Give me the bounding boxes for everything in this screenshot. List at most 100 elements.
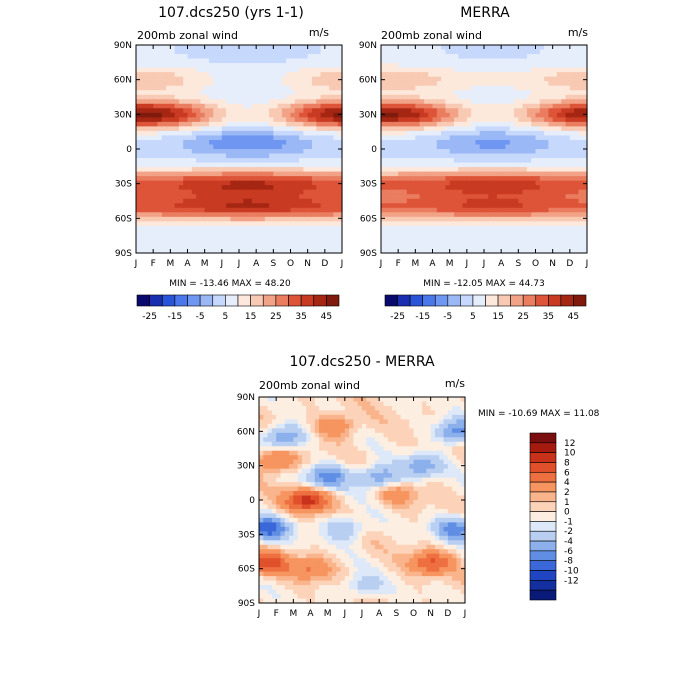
heat-cell bbox=[501, 135, 507, 141]
heat-cell bbox=[320, 49, 326, 55]
heat-cell bbox=[247, 103, 253, 109]
heat-cell bbox=[434, 428, 440, 434]
heat-cell bbox=[488, 72, 494, 78]
colorbar-swatch bbox=[447, 294, 461, 307]
heat-cell bbox=[144, 153, 150, 159]
heat-cell bbox=[320, 90, 326, 96]
heat-cell bbox=[226, 72, 232, 78]
heat-cell bbox=[518, 230, 524, 236]
heat-cell bbox=[475, 54, 481, 60]
heat-cell bbox=[157, 94, 163, 100]
heat-cell bbox=[239, 49, 244, 55]
heat-cell bbox=[544, 243, 549, 250]
heat-cell bbox=[501, 212, 507, 218]
heat-cell bbox=[264, 103, 270, 109]
y-tick-label: 30N bbox=[359, 110, 377, 120]
heat-cell bbox=[324, 144, 330, 150]
heat-cell bbox=[153, 85, 159, 91]
heat-cell bbox=[466, 234, 472, 241]
heat-cell bbox=[294, 207, 300, 213]
heat-cell bbox=[439, 428, 445, 434]
heat-cell bbox=[230, 176, 236, 182]
heat-cell bbox=[526, 54, 532, 60]
heat-cell bbox=[484, 185, 489, 191]
heat-cell bbox=[243, 176, 249, 182]
heat-cell bbox=[419, 54, 425, 60]
heat-cell bbox=[230, 94, 236, 100]
heat-cell bbox=[140, 72, 146, 78]
heat-cell bbox=[428, 108, 434, 114]
heat-cell bbox=[505, 158, 511, 164]
heat-cell bbox=[299, 99, 304, 105]
heat-cell bbox=[174, 94, 180, 100]
heat-cell bbox=[432, 103, 438, 109]
heat-cell bbox=[406, 85, 412, 91]
heat-cell bbox=[204, 139, 210, 146]
heat-cell bbox=[234, 176, 240, 182]
heat-cell bbox=[496, 99, 502, 105]
heat-cell bbox=[331, 428, 337, 434]
heat-cell bbox=[307, 198, 313, 204]
heat-cell bbox=[320, 45, 326, 51]
heat-cell bbox=[402, 167, 408, 173]
heat-cell bbox=[324, 81, 330, 87]
heat-cell bbox=[230, 139, 236, 146]
heat-cell bbox=[509, 121, 515, 127]
heat-cell bbox=[157, 85, 163, 91]
heat-cell bbox=[269, 90, 274, 96]
heat-cell bbox=[565, 243, 571, 250]
heat-cell bbox=[432, 153, 438, 159]
heat-cell bbox=[324, 99, 330, 105]
heat-cell bbox=[458, 221, 464, 227]
heat-cell bbox=[213, 180, 219, 186]
heat-cell bbox=[449, 243, 455, 250]
heat-cell bbox=[307, 239, 313, 245]
heat-cell bbox=[263, 405, 269, 412]
heat-cell bbox=[144, 72, 150, 78]
heat-cell bbox=[213, 230, 219, 236]
heat-cell bbox=[479, 212, 485, 218]
heat-cell bbox=[406, 158, 412, 164]
heat-cell bbox=[306, 428, 312, 434]
heat-cell bbox=[582, 207, 588, 213]
variable-label: 200mb zonal wind bbox=[137, 29, 238, 42]
heat-cell bbox=[578, 144, 584, 150]
heat-cell bbox=[548, 85, 554, 91]
heat-cell bbox=[398, 99, 404, 105]
heat-cell bbox=[484, 162, 489, 168]
heat-cell bbox=[183, 112, 189, 118]
heat-cell bbox=[243, 212, 249, 218]
heat-cell bbox=[324, 90, 330, 96]
heat-cell bbox=[522, 76, 528, 82]
heat-cell bbox=[501, 54, 507, 60]
heat-cell bbox=[479, 185, 485, 191]
heat-cell bbox=[140, 103, 146, 109]
heat-cell bbox=[307, 225, 313, 231]
heat-cell bbox=[419, 185, 425, 191]
heat-cell bbox=[475, 67, 481, 73]
heat-cell bbox=[148, 171, 154, 177]
heat-cell bbox=[178, 158, 184, 164]
heat-cell bbox=[385, 117, 391, 123]
heat-cell bbox=[518, 76, 524, 82]
x-tick-label: S bbox=[515, 259, 521, 269]
heat-cell bbox=[290, 189, 296, 195]
heat-cell bbox=[488, 216, 494, 222]
heat-cell bbox=[370, 401, 376, 407]
heat-cell bbox=[187, 126, 193, 132]
heat-cell bbox=[445, 112, 451, 118]
heat-cell bbox=[144, 54, 150, 60]
heat-cell bbox=[153, 54, 159, 60]
heat-cell bbox=[230, 49, 236, 55]
heat-cell bbox=[436, 121, 442, 127]
heat-cell bbox=[574, 130, 580, 137]
heat-cell bbox=[426, 423, 432, 429]
heat-cell bbox=[411, 176, 416, 182]
heat-cell bbox=[544, 81, 549, 87]
heat-cell bbox=[552, 126, 558, 132]
heat-cell bbox=[320, 198, 326, 204]
heat-cell bbox=[544, 162, 549, 168]
heat-cell bbox=[492, 49, 498, 55]
heat-cell bbox=[136, 135, 141, 141]
heat-cell bbox=[140, 149, 146, 155]
